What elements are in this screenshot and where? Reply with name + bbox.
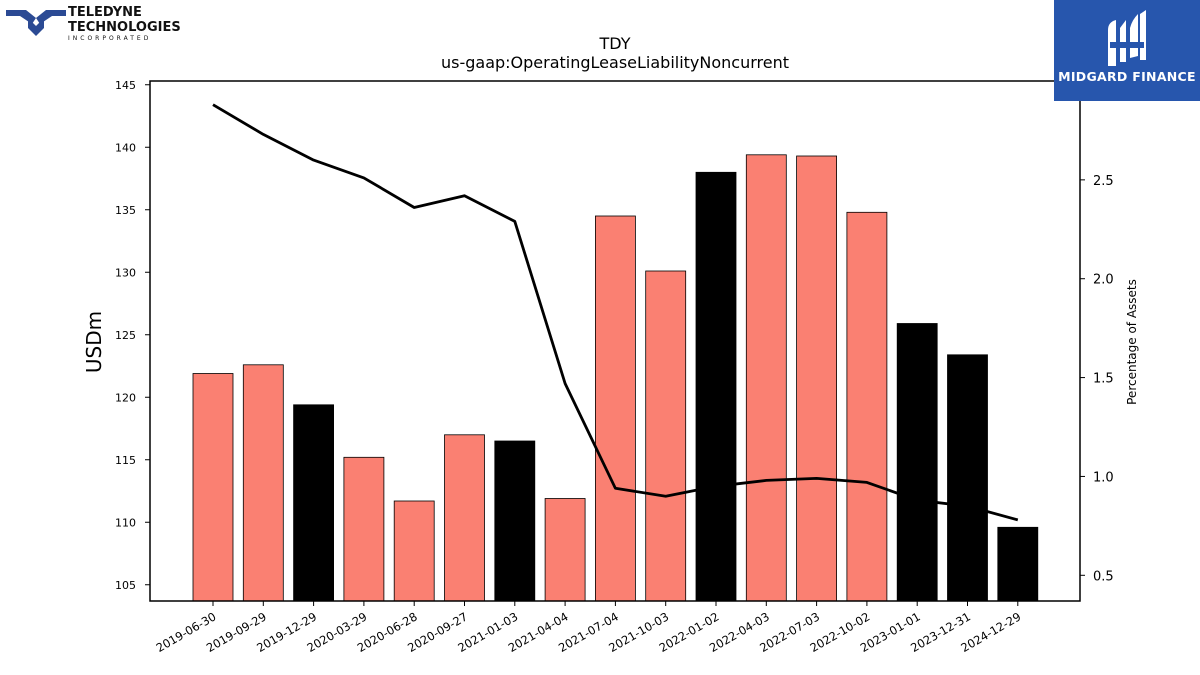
bar-2021-04-04: [544, 498, 586, 602]
y-tick-label: 125: [115, 329, 136, 342]
bar-2024-12-29: [997, 526, 1039, 602]
chart-title: TDY: [599, 34, 631, 53]
y-tick-label: 130: [115, 266, 136, 279]
y-tick-label: 135: [115, 204, 136, 217]
midgard-emblem-icon: [1108, 10, 1146, 66]
bars-layer: [192, 154, 1039, 602]
teledyne-incorporated: INCORPORATED: [68, 35, 152, 42]
teledyne-logo: TELEDYNE TECHNOLOGIES INCORPORATED: [6, 4, 181, 44]
chart-subtitle: us-gaap:OperatingLeaseLiabilityNoncurren…: [441, 53, 789, 72]
bar-2022-01-02: [695, 171, 737, 602]
bar-2022-04-03: [745, 154, 787, 602]
bar-2019-12-29: [293, 404, 335, 602]
y-axis-label: USDm: [82, 311, 106, 373]
bar-2022-07-03: [796, 155, 837, 602]
midgard-name: MIDGARD FINANCE: [1058, 69, 1196, 84]
bar-2019-06-30: [192, 373, 234, 602]
y-tick-label: 115: [115, 454, 136, 467]
y2-tick-label: 0.5: [1093, 569, 1114, 584]
bar-2019-09-29: [242, 364, 284, 602]
y-tick-label: 140: [115, 141, 136, 154]
y2-tick-label: 2.5: [1093, 174, 1114, 189]
y-tick-label: 120: [115, 391, 136, 404]
bar-2022-10-02: [846, 211, 888, 602]
y-tick-label: 105: [115, 579, 136, 592]
y2-tick-label: 2.0: [1093, 273, 1114, 288]
y2-axis-label: Percentage of Assets: [1125, 279, 1139, 405]
teledyne-subname: TECHNOLOGIES: [68, 20, 181, 35]
bar-2023-12-31: [947, 354, 988, 602]
bar-2020-06-28: [393, 500, 435, 602]
bar-2021-07-04: [595, 215, 636, 602]
y-tick-label: 145: [115, 79, 136, 92]
teledyne-emblem-icon: [6, 10, 66, 36]
bar-2020-03-29: [343, 456, 385, 602]
bar-2020-09-27: [444, 434, 485, 602]
bar-2021-01-03: [494, 440, 536, 602]
y2-tick-label: 1.0: [1093, 470, 1114, 485]
percentage-line: [212, 103, 1019, 522]
line-layer: [212, 103, 1019, 522]
y2-tick-label: 1.5: [1093, 372, 1114, 387]
bar-2023-01-01: [896, 323, 938, 602]
y-tick-label: 110: [115, 516, 136, 529]
bar-2021-10-03: [645, 270, 687, 602]
teledyne-name: TELEDYNE: [68, 5, 142, 20]
midgard-logo: MIDGARD FINANCE: [1054, 0, 1200, 101]
